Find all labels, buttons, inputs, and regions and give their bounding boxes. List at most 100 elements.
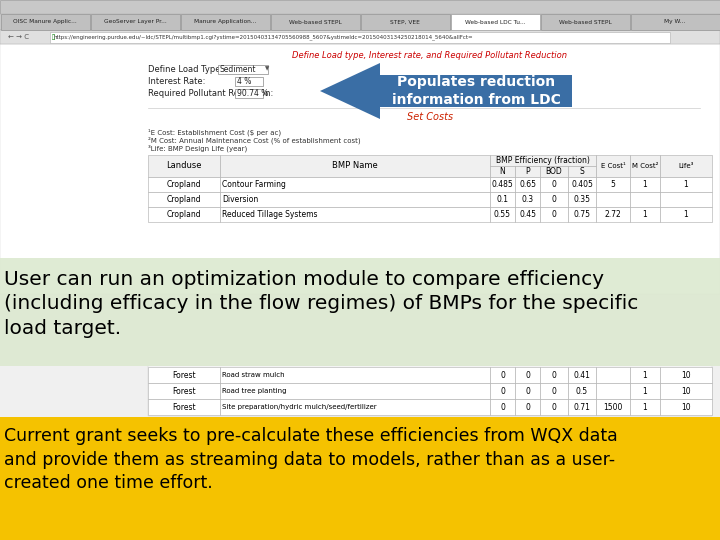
Bar xyxy=(660,383,712,399)
Text: 0: 0 xyxy=(500,402,505,411)
FancyBboxPatch shape xyxy=(451,14,539,30)
Bar xyxy=(148,177,220,192)
Bar xyxy=(596,177,630,192)
Bar xyxy=(596,399,630,415)
Text: OISC Manure Applic...: OISC Manure Applic... xyxy=(13,19,77,24)
Text: 0: 0 xyxy=(552,210,557,219)
Bar xyxy=(630,177,660,192)
Text: Required Pollutant Reduction:: Required Pollutant Reduction: xyxy=(148,89,274,98)
Bar xyxy=(490,383,515,399)
Text: Road tree planting: Road tree planting xyxy=(222,388,287,394)
Text: 0.5: 0.5 xyxy=(576,387,588,395)
Text: 0: 0 xyxy=(525,402,530,411)
Text: 10: 10 xyxy=(681,370,690,380)
Text: E Cost¹: E Cost¹ xyxy=(600,163,626,169)
Bar xyxy=(220,192,490,207)
Bar xyxy=(148,399,220,415)
Bar xyxy=(490,399,515,415)
Text: Forest: Forest xyxy=(172,402,196,411)
FancyBboxPatch shape xyxy=(0,30,720,44)
Text: 0: 0 xyxy=(552,370,557,380)
Bar xyxy=(540,399,568,415)
Bar xyxy=(148,207,220,222)
Text: 0: 0 xyxy=(500,387,505,395)
FancyBboxPatch shape xyxy=(0,0,720,14)
Text: Cropland: Cropland xyxy=(167,195,202,204)
Bar xyxy=(148,192,220,207)
Bar xyxy=(515,399,540,415)
Bar xyxy=(0,258,720,366)
FancyBboxPatch shape xyxy=(0,44,720,294)
Text: User can run an optimization module to compare efficiency
(including efficacy in: User can run an optimization module to c… xyxy=(4,270,638,338)
Text: Contour Farming: Contour Farming xyxy=(222,180,286,189)
Text: Road straw mulch: Road straw mulch xyxy=(222,372,284,378)
Bar xyxy=(490,367,515,383)
Text: Define Load Type:: Define Load Type: xyxy=(148,64,223,73)
Text: Web-based STEPL: Web-based STEPL xyxy=(559,19,611,24)
Text: Current grant seeks to pre-calculate these efficiencies from WQX data
and provid: Current grant seeks to pre-calculate the… xyxy=(4,427,618,492)
Bar xyxy=(660,155,712,177)
Bar xyxy=(220,367,490,383)
Bar xyxy=(596,367,630,383)
Bar xyxy=(540,367,568,383)
FancyBboxPatch shape xyxy=(361,14,449,30)
Bar xyxy=(490,177,515,192)
Bar xyxy=(490,192,515,207)
Text: P: P xyxy=(525,167,530,176)
Text: ¹E Cost: Establishment Cost ($ per ac): ¹E Cost: Establishment Cost ($ per ac) xyxy=(148,128,281,136)
Text: ²M Cost: Annual Maintenance Cost (% of establishment cost): ²M Cost: Annual Maintenance Cost (% of e… xyxy=(148,136,361,144)
Text: N: N xyxy=(500,167,505,176)
Text: BOD: BOD xyxy=(546,167,562,176)
FancyBboxPatch shape xyxy=(218,64,268,73)
Bar xyxy=(515,177,540,192)
Bar xyxy=(515,383,540,399)
Bar xyxy=(540,383,568,399)
Text: Forest: Forest xyxy=(172,370,196,380)
FancyBboxPatch shape xyxy=(181,14,269,30)
Bar xyxy=(630,192,660,207)
Text: 0: 0 xyxy=(552,195,557,204)
Text: 0.405: 0.405 xyxy=(571,180,593,189)
Text: 90.74 %: 90.74 % xyxy=(237,89,269,98)
Text: 0.65: 0.65 xyxy=(519,180,536,189)
Text: Landuse: Landuse xyxy=(166,161,202,171)
Bar xyxy=(490,155,596,166)
Text: 1: 1 xyxy=(683,180,688,189)
Text: 0.75: 0.75 xyxy=(574,210,590,219)
Bar xyxy=(540,192,568,207)
Text: M Cost²: M Cost² xyxy=(631,163,658,169)
Text: 1: 1 xyxy=(643,370,647,380)
Text: ← → C: ← → C xyxy=(8,34,29,40)
Bar xyxy=(568,192,596,207)
Bar xyxy=(630,207,660,222)
FancyBboxPatch shape xyxy=(541,14,629,30)
FancyBboxPatch shape xyxy=(50,31,670,43)
Bar xyxy=(220,207,490,222)
Text: 0.45: 0.45 xyxy=(519,210,536,219)
FancyBboxPatch shape xyxy=(631,14,719,30)
Text: Set Costs: Set Costs xyxy=(407,112,453,122)
Bar xyxy=(596,383,630,399)
Bar xyxy=(568,177,596,192)
FancyBboxPatch shape xyxy=(235,89,263,98)
Text: 🔒: 🔒 xyxy=(52,34,55,40)
Text: 0.71: 0.71 xyxy=(574,402,590,411)
Bar xyxy=(596,155,630,177)
Text: 0: 0 xyxy=(552,402,557,411)
FancyBboxPatch shape xyxy=(271,14,359,30)
Text: 1: 1 xyxy=(643,180,647,189)
Text: Cropland: Cropland xyxy=(167,210,202,219)
Bar xyxy=(220,155,490,177)
Bar xyxy=(630,399,660,415)
Bar xyxy=(0,417,720,540)
Bar xyxy=(660,192,712,207)
Bar xyxy=(220,177,490,192)
FancyBboxPatch shape xyxy=(1,14,89,30)
Bar xyxy=(660,207,712,222)
Bar xyxy=(568,383,596,399)
Bar xyxy=(540,207,568,222)
Text: STEP, VEE: STEP, VEE xyxy=(390,19,420,24)
Text: ³Life: BMP Design Life (year): ³Life: BMP Design Life (year) xyxy=(148,144,247,152)
Text: 1500: 1500 xyxy=(603,402,623,411)
Bar xyxy=(568,367,596,383)
